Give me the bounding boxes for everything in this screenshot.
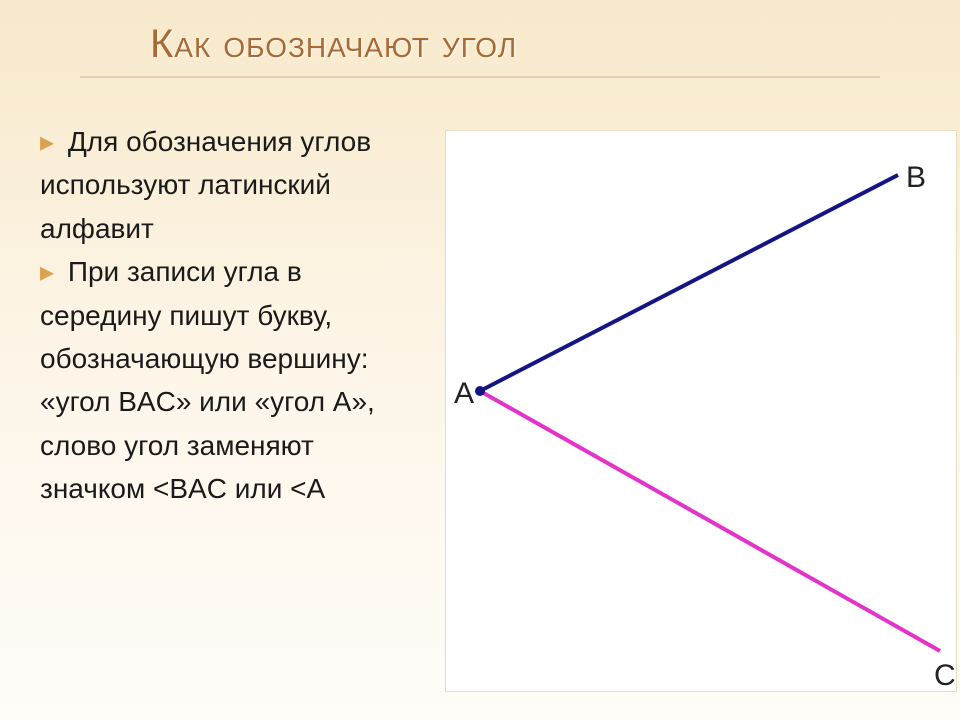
bullet-icon: ▸ <box>40 256 54 287</box>
label-a: A <box>454 377 474 411</box>
text-line: используют латинский <box>40 163 470 206</box>
body-text: ▸ Для обозначения углов используют латин… <box>40 120 470 511</box>
label-c: C <box>934 659 956 693</box>
slide: Как обозначают угол ▸ Для обозначения уг… <box>0 0 960 720</box>
text-line: ▸ При записи угла в <box>40 250 470 293</box>
label-b: B <box>906 161 926 195</box>
text-line: «угол BAC» или «угол A», <box>40 380 470 423</box>
slide-title: Как обозначают угол <box>150 22 517 67</box>
ray-ab <box>480 175 898 391</box>
text-line: алфавит <box>40 207 470 250</box>
text-line: обозначающую вершину: <box>40 337 470 380</box>
bullet-icon: ▸ <box>40 126 54 157</box>
text-line: значком <BAC или <A <box>40 467 470 510</box>
vertex-dot <box>475 386 485 396</box>
ray-ac <box>480 391 940 651</box>
text-line: середину пишут букву, <box>40 294 470 337</box>
angle-svg <box>446 131 956 691</box>
text-line: ▸ Для обозначения углов <box>40 120 470 163</box>
text-line: слово угол заменяют <box>40 424 470 467</box>
title-underline <box>80 76 880 78</box>
angle-diagram: A B C <box>445 130 957 692</box>
